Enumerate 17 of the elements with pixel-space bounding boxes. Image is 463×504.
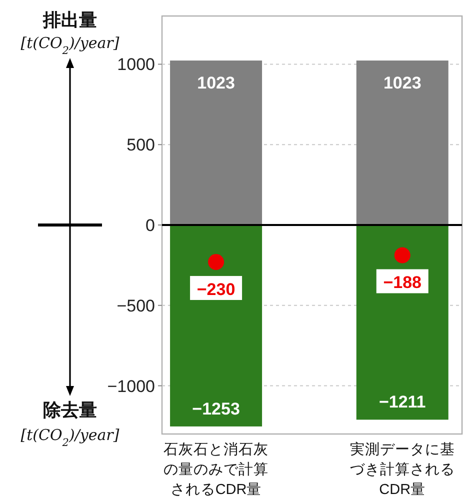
y-tick-label: 500 [126, 136, 155, 155]
y-tick-label: 0 [146, 216, 155, 235]
data-label: −1211 [378, 392, 426, 412]
text: 排出量 [42, 10, 97, 30]
data-label: 1023 [383, 74, 422, 93]
x-tick-label: 石灰石と消石灰の量のみで計算されるCDR量 [164, 441, 269, 498]
x-tick-label: 実測データに基づき計算されるCDR量 [350, 441, 455, 498]
data-label: 1023 [197, 74, 235, 93]
data-label: −230 [196, 280, 236, 299]
text: [t(CO$_{2}$)/year] [20, 34, 120, 57]
text: 除去量 [43, 400, 97, 420]
data-label: −188 [383, 273, 422, 292]
data-label: −1253 [192, 399, 240, 418]
text: [t(CO$_{2}$)/year] [20, 426, 120, 449]
y-tick-label: −1000 [107, 376, 155, 396]
y-tick-label: 1000 [117, 55, 155, 74]
y-tick-label: −500 [116, 296, 155, 316]
